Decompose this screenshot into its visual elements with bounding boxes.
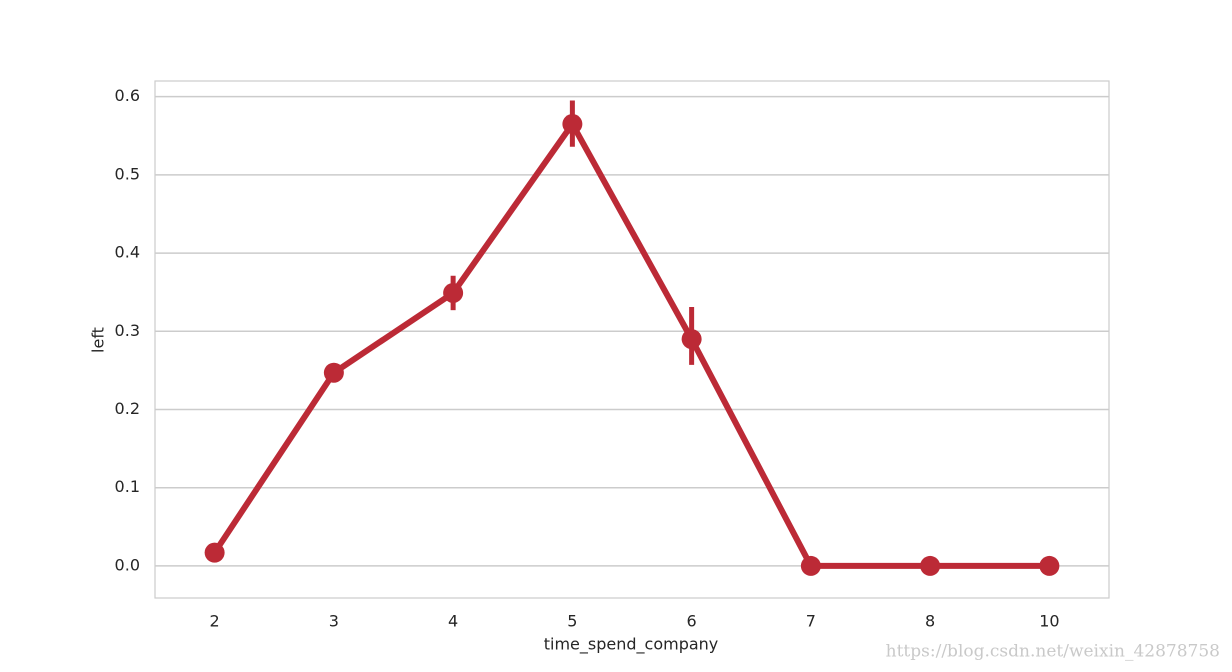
y-tick-label: 0.3 [115,321,140,340]
point [443,282,464,303]
x-axis-label: time_spend_company [544,635,719,655]
point [204,542,225,563]
y-axis-label: left [89,327,108,353]
point [323,362,344,383]
y-tick-label: 0.4 [115,243,140,262]
y-tick-label: 0.2 [115,399,140,418]
point [800,555,821,576]
point [920,555,941,576]
y-tick-label: 0.5 [115,164,140,183]
plot-frame [154,80,1110,599]
y-tick-label: 0.0 [115,555,140,574]
watermark: https://blog.csdn.net/weixin_42878758 [886,642,1220,662]
x-tick-label: 10 [1039,612,1059,631]
point [681,329,702,350]
x-tick-label: 8 [925,612,935,631]
x-tick-label: 6 [687,612,697,631]
line [212,121,1050,569]
x-tick-label: 7 [806,612,816,631]
y-tick-label: 0.6 [115,86,140,105]
y-tick-label: 0.1 [115,477,140,496]
point [1039,555,1060,576]
x-tick-label: 4 [448,612,458,631]
x-tick-label: 3 [329,612,339,631]
x-tick-label: 2 [210,612,220,631]
point [562,114,583,135]
x-tick-label: 5 [567,612,577,631]
